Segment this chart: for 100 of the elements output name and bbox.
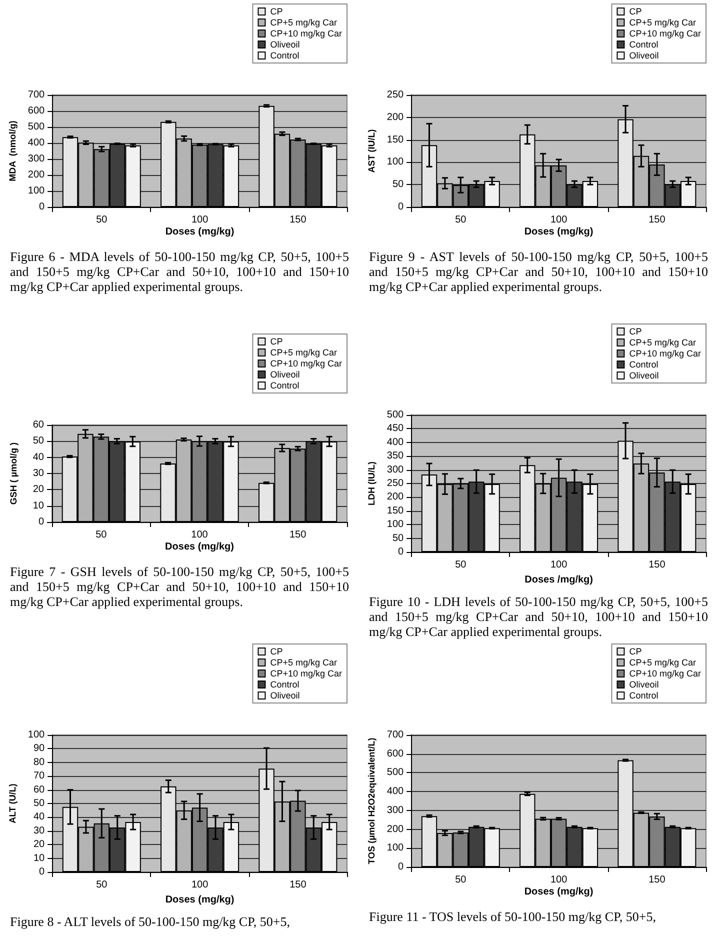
x-tick-label: 100	[550, 560, 568, 570]
x-axis-title: Doses /mg/kg)	[524, 574, 593, 586]
legend-label: Control	[270, 380, 300, 390]
caption: Figure 6 - MDA levels of 50-100-150 mg/kg CP, 50+5, 100+5 and 150+5 mg/kg CP+Car and 50+10, 100+10 and 150+10 mg/kg CP+Car applied experimental groups.	[9, 248, 350, 294]
legend-label: CP+5 mg/kg Car	[629, 658, 696, 668]
legend-label: Control	[629, 360, 658, 370]
y-tick-label: 150	[386, 134, 404, 146]
y-tick-label: 0	[398, 202, 404, 212]
legend-label: Control	[629, 40, 658, 50]
y-tick-label: 350	[386, 450, 404, 462]
y-tick-label: 400	[386, 786, 404, 798]
x-axis-title: Doses (mg/kg)	[165, 226, 234, 238]
y-tick-label: 0	[38, 516, 44, 528]
caption: Figure 7 - GSH levels of 50-100-150 mg/kg CP, 50+5, 100+5 and 150+5 mg/kg CP+Car and 50+10, 100+10 and 150+10 mg/kg CP+Car applied experimental groups.	[9, 563, 350, 609]
y-tick-label: 200	[386, 824, 404, 835]
y-tick-label: 0	[39, 202, 46, 212]
y-tick-label: 200	[386, 112, 404, 123]
y-tick-label: 100	[28, 186, 46, 196]
y-tick-label: 700	[28, 90, 46, 100]
y-tick-label: 300	[386, 804, 404, 816]
x-tick-label: 100	[550, 214, 568, 226]
caption: Figure 10 - LDH levels of 50-100-150 mg/kg CP, 50+5, 100+5 and 150+5 mg/kg CP+Car and 50+10, 100+10 and 150+10 mg/kg CP+Car applied experimental groups.	[368, 593, 709, 639]
y-tick-label: 100	[386, 842, 404, 854]
y-tick-label: 250	[386, 90, 404, 100]
legend-label: CP	[629, 646, 642, 656]
legend-label: CP+10 mg/kg Car	[270, 668, 342, 678]
legend-label: CP+5 mg/kg Car	[629, 18, 696, 28]
legend-label: CP+10 mg/kg Car	[629, 348, 702, 358]
legend-label: CP+10 mg/kg Car	[270, 28, 342, 38]
y-axis-title: LDH (IU/L)	[366, 462, 376, 506]
y-tick-label: 300	[28, 154, 46, 164]
x-tick-label: 150	[648, 214, 666, 226]
legend-label: Oliveoil	[270, 370, 300, 380]
y-tick-label: 50	[33, 798, 46, 809]
legend-label: CP	[270, 646, 283, 656]
x-tick-label: 100	[191, 530, 208, 540]
legend-label: CP+5 mg/kg Car	[629, 338, 696, 348]
y-tick-label: 60	[33, 784, 46, 796]
x-tick-label: 100	[550, 874, 568, 886]
y-tick-label: 80	[33, 756, 46, 768]
x-tick-label: 50	[96, 214, 108, 226]
legend-label: CP	[270, 6, 283, 16]
legend-label: Oliveoil	[629, 370, 659, 380]
legend-label: Control	[270, 50, 300, 60]
legend-label: Control	[629, 690, 658, 700]
y-tick-label: 0	[398, 862, 404, 872]
y-tick-label: 400	[28, 138, 46, 148]
x-tick-label: 50	[455, 560, 467, 570]
y-tick-label: 10	[33, 852, 46, 864]
y-tick-label: 600	[386, 748, 404, 760]
legend-label: CP	[270, 336, 283, 346]
x-tick-label: 150	[289, 530, 307, 540]
y-tick-label: 40	[33, 812, 46, 823]
y-tick-label: 30	[33, 825, 46, 836]
caption: Figure 9 - AST levels of 50-100-150 mg/kg CP, 50+5, 100+5 and 150+5 mg/kg CP+Car and 50+10, 100+10 and 150+10 mg/kg CP+Car applied experimental groups.	[368, 248, 709, 294]
y-axis-title: ALT (U/L)	[8, 784, 18, 824]
y-tick-label: 50	[392, 179, 404, 190]
legend-label: Oliveoil	[629, 680, 659, 690]
legend-label: CP+10 mg/kg Car	[270, 358, 342, 368]
y-tick-label: 500	[386, 410, 404, 420]
legend-label: CP	[629, 6, 642, 16]
legend-label: CP+10 mg/kg Car	[629, 28, 702, 38]
y-tick-label: 20	[33, 839, 46, 850]
y-tick-label: 700	[386, 730, 404, 740]
y-tick-label: 500	[386, 767, 404, 778]
legend-label: CP+5 mg/kg Car	[270, 348, 337, 358]
y-tick-label: 500	[28, 122, 46, 132]
x-tick-label: 50	[455, 214, 467, 226]
y-axis-title: MDA (nmol/g)	[8, 120, 18, 182]
caption: Figure 8 - ALT levels of 50-100-150 mg/kg CP, 50+5,	[9, 913, 291, 929]
y-tick-label: 0	[398, 546, 404, 558]
y-tick-label: 60	[32, 420, 44, 430]
y-tick-label: 300	[386, 464, 404, 476]
x-axis-title: Doses (mg/kg)	[165, 542, 234, 552]
x-tick-label: 50	[96, 880, 108, 890]
x-tick-label: 50	[96, 530, 108, 540]
legend-label: Oliveoil	[270, 690, 300, 700]
y-tick-label: 450	[386, 423, 404, 434]
x-axis-title: Doses (mg/kg)	[524, 886, 594, 898]
y-tick-label: 90	[33, 743, 46, 754]
y-tick-label: 100	[28, 730, 46, 740]
y-axis-title: GSH ( µmol/g )	[8, 442, 18, 505]
y-tick-label: 200	[28, 170, 46, 180]
caption: Figure 11 - TOS levels of 50-100-150 mg/kg CP, 50+5,	[368, 908, 657, 924]
x-tick-label: 50	[455, 874, 467, 886]
y-tick-label: 70	[33, 770, 46, 782]
y-axis-title: AST (IU/L)	[366, 129, 376, 173]
x-axis-title: Doses (mg/kg)	[524, 226, 594, 238]
y-tick-label: 0	[39, 866, 46, 878]
y-tick-label: 150	[386, 505, 404, 516]
x-tick-label: 150	[648, 560, 666, 570]
x-tick-label: 100	[191, 880, 209, 890]
y-tick-label: 10	[32, 500, 44, 512]
legend-label: CP+10 mg/kg Car	[629, 668, 702, 678]
y-tick-label: 30	[32, 468, 44, 479]
y-tick-label: 200	[386, 492, 404, 503]
x-axis-title: Doses (mg/kg)	[165, 894, 234, 906]
legend-label: Oliveoil	[270, 40, 300, 50]
x-tick-label: 150	[290, 880, 307, 890]
y-tick-label: 250	[386, 478, 404, 489]
